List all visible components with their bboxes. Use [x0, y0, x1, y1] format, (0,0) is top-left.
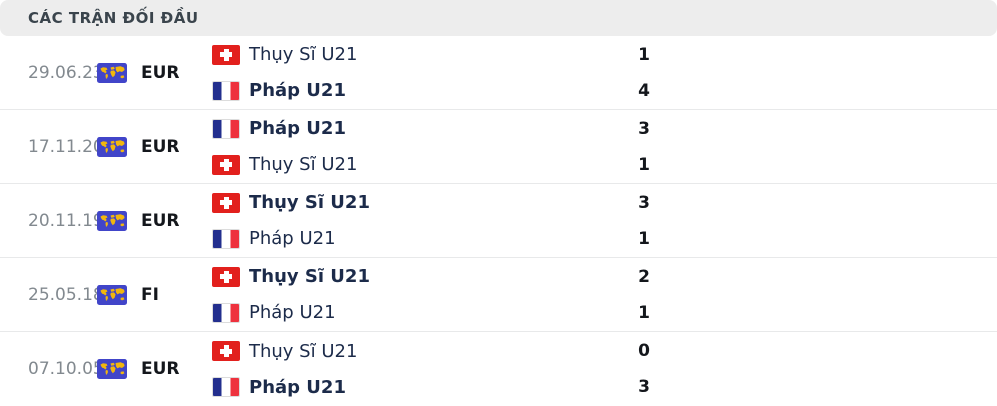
world-map-icon: [97, 136, 127, 157]
team-score: 1: [638, 302, 650, 323]
match-date: 29.06.23: [28, 62, 104, 83]
team-score: 1: [638, 228, 650, 249]
competition-code: EUR: [141, 62, 180, 83]
teams: Thụy Sĩ U21 3 Pháp U21 1: [212, 190, 997, 251]
teams: Pháp U21 3 Thụy Sĩ U21 1: [212, 116, 997, 177]
team-name: Thụy Sĩ U21: [249, 192, 370, 213]
team-line: Pháp U21 3: [212, 116, 997, 141]
switzerland-flag-icon: [212, 44, 240, 65]
team-name: Thụy Sĩ U21: [249, 340, 358, 362]
match-row[interactable]: 25.05.18 FI Thụy Sĩ U21 2: [0, 258, 997, 332]
france-flag-icon: [212, 118, 240, 139]
world-map-icon: [97, 62, 127, 83]
team-line: Pháp U21 4: [212, 78, 997, 103]
team-score: 3: [638, 192, 650, 213]
team-line: Thụy Sĩ U21 1: [212, 42, 997, 67]
france-flag-icon: [212, 228, 240, 249]
match-row[interactable]: 20.11.19 EUR Thụy Sĩ U21 3: [0, 184, 997, 258]
section-title: CÁC TRẬN ĐỐI ĐẦU: [28, 9, 199, 27]
france-flag-icon: [212, 80, 240, 101]
switzerland-flag-icon: [212, 192, 240, 213]
competition-code: EUR: [141, 210, 180, 231]
team-score: 0: [638, 341, 650, 361]
france-flag-icon: [212, 302, 240, 323]
team-score: 1: [638, 44, 650, 65]
switzerland-flag-icon: [212, 341, 240, 361]
team-line: Pháp U21 1: [212, 226, 997, 251]
section-header: CÁC TRẬN ĐỐI ĐẦU: [0, 0, 997, 36]
competition: FI: [97, 284, 212, 305]
team-name: Thụy Sĩ U21: [249, 266, 370, 287]
switzerland-flag-icon: [212, 266, 240, 287]
team-name: Thụy Sĩ U21: [249, 154, 358, 175]
switzerland-flag-icon: [212, 154, 240, 175]
competition-code: FI: [141, 284, 159, 305]
team-name: Pháp U21: [249, 376, 346, 398]
team-name: Pháp U21: [249, 80, 346, 101]
competition: EUR: [97, 62, 212, 83]
world-map-icon: [97, 284, 127, 305]
team-line: Thụy Sĩ U21 2: [212, 264, 997, 289]
competition-code: EUR: [141, 359, 180, 379]
team-score: 2: [638, 266, 650, 287]
match-date: 25.05.18: [28, 284, 104, 305]
team-name: Pháp U21: [249, 302, 336, 323]
match-row[interactable]: 17.11.20 EUR Pháp U21 3: [0, 110, 997, 184]
teams: Thụy Sĩ U21 0 Pháp U21 3: [212, 339, 997, 400]
competition: EUR: [97, 136, 212, 157]
team-score: 4: [638, 80, 650, 101]
world-map-icon: [97, 210, 127, 231]
teams: Thụy Sĩ U21 1 Pháp U21 4: [212, 42, 997, 103]
team-line: Thụy Sĩ U21 1: [212, 152, 997, 177]
team-name: Thụy Sĩ U21: [249, 44, 358, 65]
match-row[interactable]: 07.10.05 EUR Thụy Sĩ U21 0: [0, 332, 997, 406]
competition: EUR: [97, 359, 212, 379]
team-score: 3: [638, 118, 650, 139]
match-list: 29.06.23 EUR Thụy Sĩ U21 1: [0, 36, 997, 406]
match-date: 07.10.05: [28, 359, 104, 379]
match-date: 20.11.19: [28, 210, 104, 231]
team-line: Pháp U21 1: [212, 300, 997, 325]
competition-code: EUR: [141, 136, 180, 157]
france-flag-icon: [212, 377, 240, 397]
competition: EUR: [97, 210, 212, 231]
match-row[interactable]: 29.06.23 EUR Thụy Sĩ U21 1: [0, 36, 997, 110]
world-map-icon: [97, 359, 127, 379]
team-name: Pháp U21: [249, 228, 336, 249]
team-line: Thụy Sĩ U21 0: [212, 339, 997, 364]
team-name: Pháp U21: [249, 118, 346, 139]
teams: Thụy Sĩ U21 2 Pháp U21 1: [212, 264, 997, 325]
team-score: 3: [638, 377, 650, 397]
team-line: Thụy Sĩ U21 3: [212, 190, 997, 215]
team-line: Pháp U21 3: [212, 375, 997, 400]
team-score: 1: [638, 154, 650, 175]
match-date: 17.11.20: [28, 136, 104, 157]
